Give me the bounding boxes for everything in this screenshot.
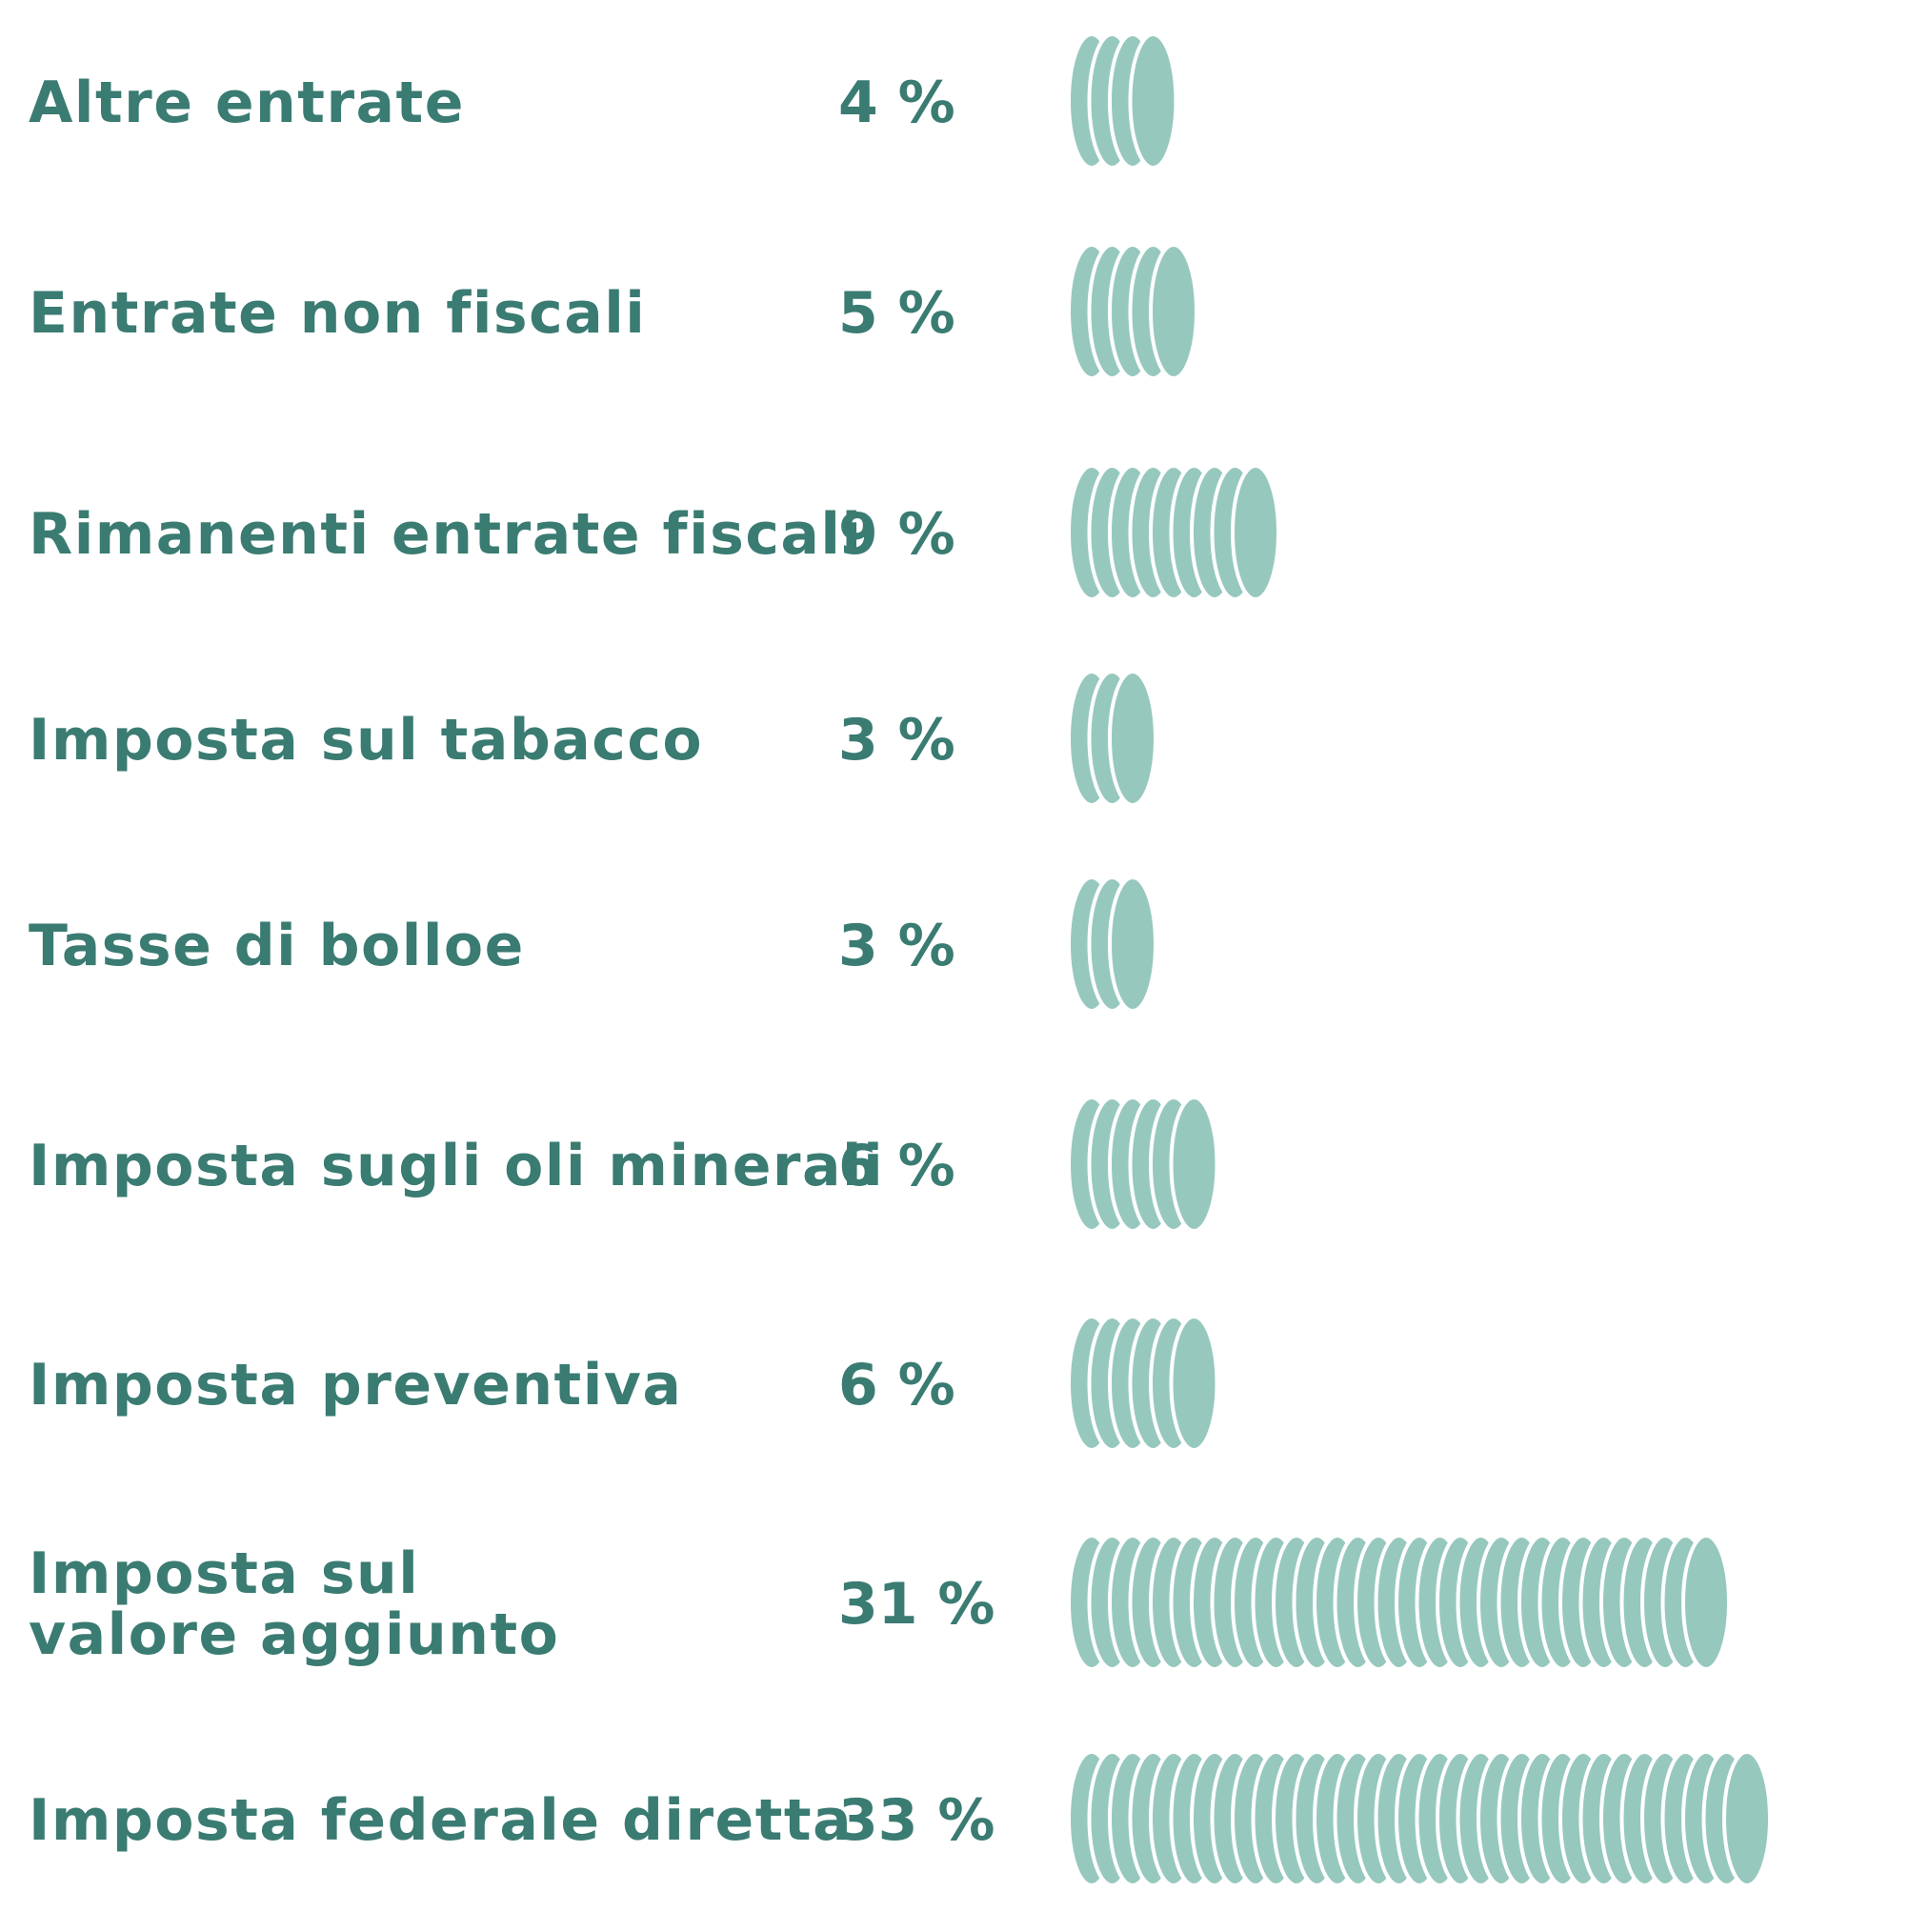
coin-mark [1681,1534,1731,1671]
coin-mark [1108,670,1157,807]
category-label: Imposta sugli oli minerali [29,1133,884,1199]
category-label: Altre entrate [29,70,465,136]
value-label: 3 % [838,913,955,979]
category-label-line: Rimanenti entrate fiscali [29,501,863,568]
category-label-line: Imposta sul [29,1540,419,1607]
chart-row: Imposta sul tabacco 3 % [29,670,1157,807]
category-label-line: Imposta federale diretta [29,1787,853,1854]
value-label: 3 % [838,707,955,774]
value-label: 33 % [838,1787,995,1854]
category-label: Rimanenti entrate fiscali [29,501,863,568]
category-label: Imposta sul valore aggiunto [29,1540,559,1668]
coin-stack [1067,32,1178,170]
category-label-line: Imposta sugli oli minerali [29,1133,884,1199]
value-label: 5 % [838,280,955,347]
value-label: 6 % [838,1133,955,1199]
value-label: 4 % [838,70,955,136]
chart-rows: Altre entrate 4 % Entrate non fiscali 5 % Ri… [29,32,1772,1887]
coin-mark [1722,1750,1772,1887]
category-label-line: Imposta preventiva [29,1352,682,1419]
value-label: 31 % [838,1571,995,1638]
chart-row: Altre entrate 4 % [29,32,1178,170]
coin-stack [1067,243,1198,380]
chart-row: Tasse di bolloe 3 % [29,875,1157,1013]
category-label: Entrate non fiscali [29,280,646,347]
coin-stack [1067,1750,1772,1887]
value-label: 6 % [838,1352,955,1419]
coin-stack [1067,1534,1731,1671]
coin-mark [1108,875,1157,1013]
chart-row: Imposta preventiva 6 % [29,1315,1219,1452]
category-label-line: Imposta sul tabacco [29,707,703,774]
coin-stack [1067,1096,1219,1233]
category-label-line: Altre entrate [29,70,465,136]
coin-mark [1169,1315,1219,1452]
coin-mark [1231,464,1280,601]
coin-stack [1067,464,1280,601]
category-label: Imposta sul tabacco [29,707,703,774]
chart-row: Entrate non fiscali 5 % [29,243,1198,380]
category-label-line: valore aggiunto [29,1601,559,1668]
coin-stack [1067,875,1157,1013]
coin-stack [1067,1315,1219,1452]
category-label-line: Entrate non fiscali [29,280,646,347]
coin-mark [1128,32,1178,170]
category-label: Imposta preventiva [29,1352,682,1419]
category-label: Tasse di bolloe [29,913,525,979]
value-label: 9 % [838,501,955,568]
category-label-line: Tasse di bolloe [29,913,525,979]
coin-stack [1067,670,1157,807]
coin-mark [1169,1096,1219,1233]
category-label: Imposta federale diretta [29,1787,853,1854]
chart-row: Imposta sul valore aggiunto 31 % [29,1534,1731,1671]
coin-mark [1149,243,1198,380]
